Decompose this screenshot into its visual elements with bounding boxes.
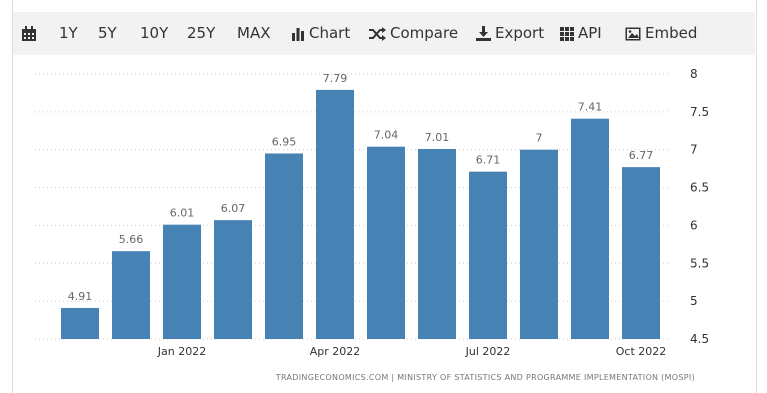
range-button[interactable]: MAX	[237, 12, 270, 55]
bar	[418, 148, 456, 339]
value-label: 6.95	[272, 136, 297, 149]
value-label: 7.04	[374, 129, 399, 142]
chart-button[interactable]: Chart	[291, 12, 350, 55]
button-label: 1Y	[59, 24, 78, 42]
button-label: Chart	[309, 24, 351, 42]
bar	[112, 251, 150, 339]
y-tick-label: 4.5	[690, 332, 709, 346]
embed-button[interactable]: Embed	[625, 12, 697, 55]
range-button[interactable]: 1Y	[59, 12, 78, 55]
bar	[61, 307, 99, 339]
button-label: Compare	[390, 24, 459, 42]
bar	[163, 224, 201, 339]
value-label: 5.66	[119, 233, 144, 246]
button-label: 5Y	[98, 24, 117, 42]
button-label: MAX	[237, 24, 271, 42]
button-label: Embed	[645, 24, 698, 42]
bar	[214, 220, 252, 339]
x-tick-label: Jan 2022	[157, 345, 206, 358]
calendar-button[interactable]	[21, 12, 37, 55]
button-label: API	[578, 24, 602, 42]
value-label: 4.91	[68, 290, 93, 303]
compare-button[interactable]: Compare	[368, 12, 458, 55]
y-tick-label: 7.5	[690, 105, 709, 119]
bar	[622, 167, 660, 339]
source-text: TRADINGECONOMICS.COM | MINISTRY OF STATI…	[275, 373, 695, 382]
bar	[520, 149, 558, 339]
y-tick-label: 5	[690, 294, 698, 308]
button-label: Export	[495, 24, 545, 42]
x-tick-label: Apr 2022	[310, 345, 361, 358]
bar	[469, 171, 507, 339]
button-label: 25Y	[187, 24, 216, 42]
bar	[367, 146, 405, 339]
value-label: 7.79	[323, 72, 348, 85]
y-tick-label: 8	[690, 67, 698, 81]
range-button[interactable]: 25Y	[187, 12, 215, 55]
y-tick-label: 6.5	[690, 181, 709, 195]
value-label: 6.07	[221, 202, 246, 215]
bar	[571, 118, 609, 340]
y-tick-label: 5.5	[690, 256, 709, 270]
y-tick-label: 7	[690, 143, 698, 157]
api-button[interactable]: API	[560, 12, 602, 55]
bar	[265, 153, 303, 339]
button-label: 10Y	[140, 24, 169, 42]
value-label: 6.77	[629, 149, 654, 162]
export-button[interactable]: Export	[476, 12, 544, 55]
x-tick-label: Oct 2022	[616, 345, 667, 358]
value-label: 7.41	[578, 101, 603, 114]
value-label: 7	[536, 132, 543, 145]
range-button[interactable]: 5Y	[98, 12, 117, 55]
value-label: 6.71	[476, 154, 501, 167]
frame	[12, 0, 757, 393]
value-label: 7.01	[425, 131, 450, 144]
x-tick-label: Jul 2022	[465, 345, 511, 358]
bar	[316, 89, 354, 340]
toolbar: 1Y 5Y 10Y 25Y MAX Chart Compare Export A…	[13, 12, 755, 55]
y-tick-label: 6	[690, 218, 698, 232]
range-button[interactable]: 10Y	[140, 12, 168, 55]
value-label: 6.01	[170, 207, 195, 220]
